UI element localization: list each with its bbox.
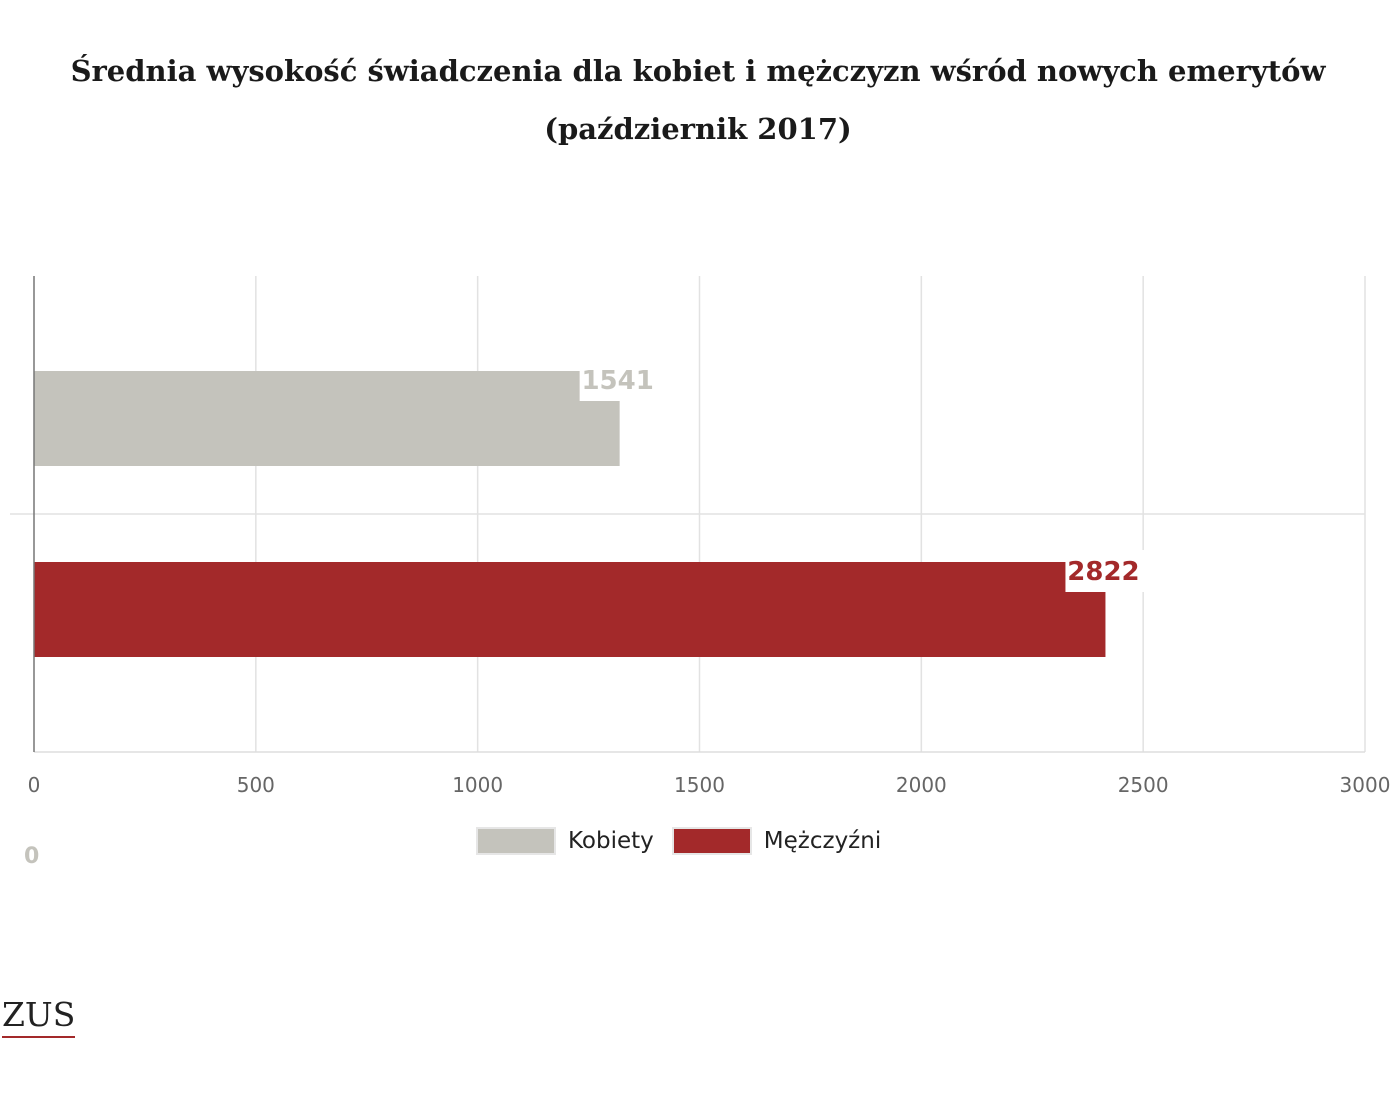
data-label-mezczyzni: 2822 [1067,557,1139,587]
chart-title-line-2: (październik 2017) [544,112,852,146]
legend-label-mezczyzni: Mężczyźni [763,828,882,854]
chart-legend: Kobiety Mężczyźni [476,826,899,856]
legend-item-mezczyzni[interactable]: Mężczyźni [671,827,882,855]
x-tick-label-0: 0 [28,773,41,797]
x-tick-label-1500: 1500 [674,773,725,797]
source-label: ZUS [2,996,76,1038]
legend-swatch-mezczyzni [671,827,752,855]
legend-label-kobiety: Kobiety [568,828,654,854]
x-tick-label-3000: 3000 [1340,773,1391,797]
data-label-bg-1 [1065,550,1146,592]
bar-mezczyzni [34,562,1106,657]
bar-kobiety [34,371,620,466]
legend-item-kobiety[interactable]: Kobiety [476,827,654,855]
data-label-bg-0 [579,359,660,401]
x-tick-label-500: 500 [237,773,275,797]
x-tick-label-2500: 2500 [1118,773,1169,797]
data-label-kobiety: 1541 [581,366,653,396]
x-tick-label-2000: 2000 [896,773,947,797]
legend-swatch-kobiety [476,827,556,855]
x-tick-label-1000: 1000 [452,773,503,797]
chart-title: Średnia wysokość świadczenia dla kobiet … [0,42,1396,158]
chart-title-line-1: Średnia wysokość świadczenia dla kobiet … [70,54,1326,88]
zero-label: 0 [24,844,40,869]
